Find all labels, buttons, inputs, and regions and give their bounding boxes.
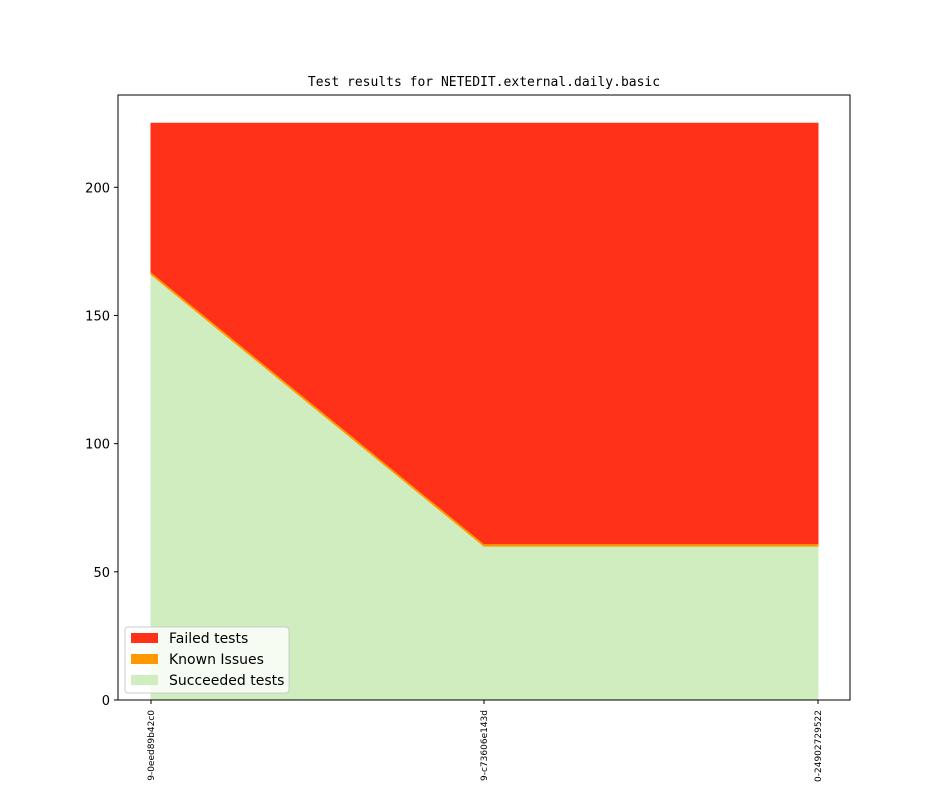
legend-swatch <box>131 654 158 664</box>
area-series-group <box>150 122 819 701</box>
y-axis: 0 50 100 150 200 <box>85 181 118 709</box>
legend-swatch <box>131 675 158 685</box>
area-failed-tests <box>150 122 819 545</box>
legend: Failed tests Known Issues Succeeded tests <box>124 626 290 694</box>
x-tick-label: 9-c73606e143d <box>480 710 490 781</box>
legend-label: Failed tests <box>169 631 248 647</box>
x-axis: 9-0eed89b42c0 9-c73606e143d 0-24902729522 <box>147 700 824 782</box>
x-tick-label: 9-0eed89b42c0 <box>147 710 157 781</box>
legend-swatch <box>131 633 158 643</box>
legend-label: Known Issues <box>169 652 264 668</box>
y-tick-label: 200 <box>85 181 110 196</box>
x-tick-label: 0-24902729522 <box>814 710 824 782</box>
y-tick-label: 50 <box>93 566 110 581</box>
y-tick-label: 0 <box>102 694 110 709</box>
y-tick-label: 100 <box>85 438 110 453</box>
legend-box <box>124 626 290 694</box>
chart-title: Test results for NETEDIT.external.daily.… <box>308 75 660 90</box>
legend-label: Succeeded tests <box>169 673 284 689</box>
y-tick-label: 150 <box>85 309 110 324</box>
